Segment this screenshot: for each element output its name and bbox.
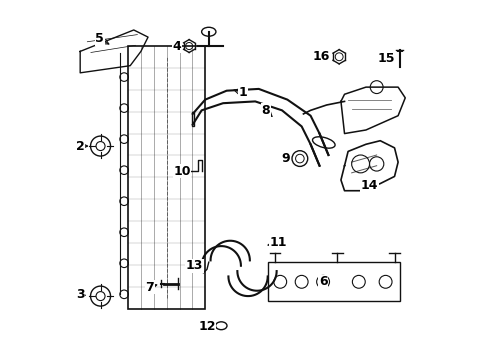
Text: 8: 8 <box>261 104 270 117</box>
Text: 14: 14 <box>360 179 378 192</box>
Text: 11: 11 <box>269 236 286 249</box>
Text: 12: 12 <box>198 320 215 333</box>
Text: 3: 3 <box>76 288 84 301</box>
Text: 9: 9 <box>281 152 289 165</box>
Text: 10: 10 <box>173 165 190 177</box>
Text: 4: 4 <box>172 40 181 53</box>
Text: 5: 5 <box>95 32 104 45</box>
Text: 1: 1 <box>238 86 246 99</box>
Bar <box>267 262 399 301</box>
Text: 16: 16 <box>312 50 329 63</box>
Text: 15: 15 <box>377 52 394 65</box>
Bar <box>128 46 205 309</box>
Text: 2: 2 <box>76 140 84 153</box>
Text: 7: 7 <box>145 281 154 294</box>
Text: 6: 6 <box>318 275 327 288</box>
Text: 13: 13 <box>185 259 203 272</box>
Ellipse shape <box>312 137 334 148</box>
